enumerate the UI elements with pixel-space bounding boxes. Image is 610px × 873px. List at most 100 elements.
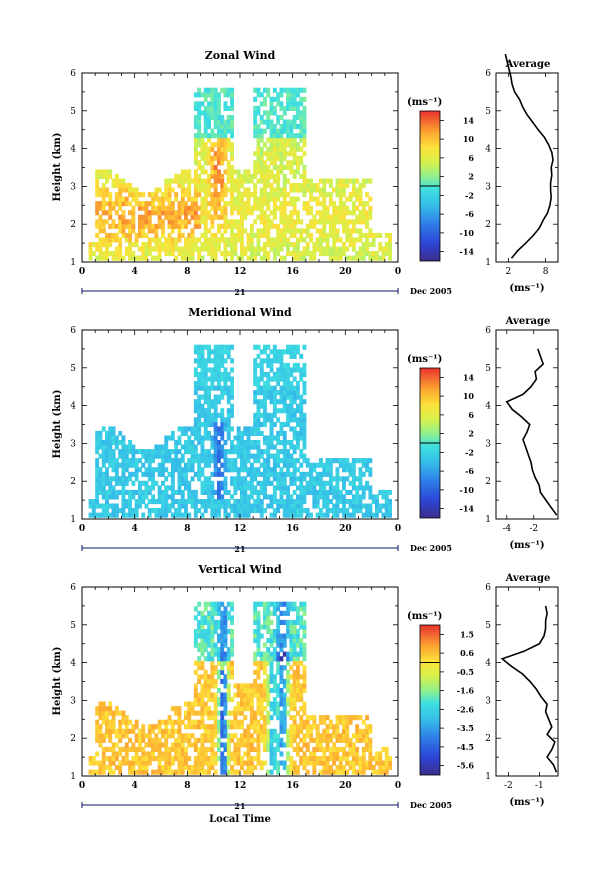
heatmap-cell [220, 390, 225, 396]
heatmap-cell [292, 155, 297, 161]
heatmap-cell [325, 237, 330, 243]
heatmap-cell [279, 494, 284, 500]
heatmap-cell [193, 187, 198, 193]
heatmap-cell [263, 642, 267, 648]
heatmap-cell [124, 742, 129, 748]
heatmap-cell [279, 105, 284, 111]
heatmap-cell [355, 251, 360, 257]
heatmap-cell [223, 638, 228, 644]
heatmap-cell [365, 715, 369, 721]
heatmap-cell [272, 765, 277, 771]
heatmap-cell [282, 489, 287, 495]
heatmap-cell [236, 440, 241, 446]
heatmap-cell [259, 169, 264, 175]
heatmap-cell [348, 751, 353, 757]
heatmap-cell [217, 660, 221, 666]
heatmap-cell [328, 178, 333, 184]
heatmap-cell [161, 489, 165, 495]
heatmap-cell [345, 219, 350, 225]
heatmap-cell [203, 183, 208, 189]
heatmap-cell [144, 223, 149, 229]
heatmap-cell [141, 728, 146, 734]
heatmap-cell [226, 87, 231, 93]
heatmap-cell [322, 480, 327, 486]
heatmap-cell [88, 251, 93, 257]
heatmap-cell [98, 192, 103, 198]
heatmap-cell [213, 385, 218, 391]
heatmap-cell [375, 760, 379, 766]
heatmap-cell [253, 669, 258, 675]
heatmap-cell [292, 683, 297, 689]
heatmap-cell [371, 756, 376, 762]
heatmap-cell [269, 110, 274, 116]
heatmap-cell [305, 489, 310, 495]
heatmap-cell [296, 196, 300, 202]
heatmap-cell [286, 503, 290, 509]
heatmap-cell [177, 183, 182, 189]
heatmap-cell [197, 769, 202, 775]
heatmap-cell [121, 476, 126, 482]
heatmap-cell [276, 503, 281, 509]
heatmap-cell [141, 251, 146, 257]
heatmap-cell [203, 769, 208, 775]
heatmap-cell [114, 435, 119, 441]
heatmap-cell [193, 160, 198, 166]
heatmap-cell [263, 223, 267, 229]
heatmap-cell [309, 489, 313, 495]
heatmap-cell [342, 485, 346, 491]
heatmap-cell [266, 412, 271, 418]
heatmap-cell [299, 601, 304, 607]
heatmap-cell [197, 192, 202, 198]
heatmap-cell [190, 444, 195, 450]
heatmap-cell [358, 728, 363, 734]
heatmap-cell [124, 467, 129, 473]
heatmap-cell [121, 508, 126, 514]
heatmap-cell [111, 756, 116, 762]
heatmap-cell [282, 232, 287, 238]
heatmap-cell [226, 178, 231, 184]
heatmap-cell [289, 187, 294, 193]
heatmap-cell [161, 242, 165, 248]
heatmap-cell [289, 715, 294, 721]
heatmap-cell [213, 669, 218, 675]
heatmap-cell [217, 480, 221, 486]
heatmap-cell [263, 128, 267, 134]
heatmap-cell [279, 633, 284, 639]
heatmap-cell [345, 467, 350, 473]
heatmap-cell [322, 187, 327, 193]
heatmap-cell [263, 760, 267, 766]
heatmap-cell [302, 601, 307, 607]
heatmap-cell [95, 512, 100, 518]
heatmap-cell [207, 178, 211, 184]
heatmap-cell [315, 494, 320, 500]
heatmap-cell [368, 214, 373, 220]
heatmap-cell [180, 760, 185, 766]
heatmap-cell [230, 96, 234, 102]
heatmap-cell [243, 178, 248, 184]
heatmap-cell [223, 128, 228, 134]
heatmap-cell [299, 133, 304, 139]
heatmap-cell [207, 146, 211, 152]
heatmap-cell [147, 751, 152, 757]
heatmap-cell [263, 183, 267, 189]
heatmap-cell [351, 733, 356, 739]
heatmap-cell [328, 719, 333, 725]
heatmap-cell [253, 606, 258, 612]
heatmap-cell [315, 724, 320, 730]
heatmap-cell [263, 349, 267, 355]
heatmap-cell [230, 87, 234, 93]
heatmap-cell [253, 638, 258, 644]
heatmap-cell [269, 674, 274, 680]
heatmap-cell [319, 228, 323, 234]
heatmap-cell [210, 765, 215, 771]
heatmap-cell [193, 242, 198, 248]
heatmap-cell [114, 706, 119, 712]
heatmap-cell [118, 462, 123, 468]
heatmap-cell [335, 512, 340, 518]
heatmap-cell [138, 246, 142, 252]
heatmap-cell [322, 210, 327, 216]
heatmap-cell [134, 737, 139, 743]
heatmap-cell [134, 499, 139, 505]
heatmap-cell [266, 155, 271, 161]
heatmap-cell [299, 403, 304, 409]
